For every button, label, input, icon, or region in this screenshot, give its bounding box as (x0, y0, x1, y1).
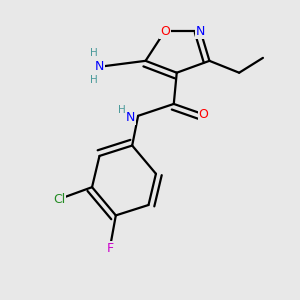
Text: H: H (118, 106, 126, 116)
Text: Cl: Cl (53, 193, 65, 206)
Text: N: N (126, 111, 135, 124)
Text: N: N (95, 60, 104, 73)
Text: O: O (160, 25, 170, 38)
Text: N: N (196, 25, 205, 38)
Text: H: H (90, 76, 98, 85)
Text: H: H (90, 48, 98, 58)
Text: F: F (106, 242, 113, 255)
Text: O: O (199, 108, 208, 121)
